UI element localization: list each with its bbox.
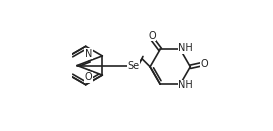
Text: O: O [148,31,156,41]
Text: N: N [85,49,92,59]
Text: Se: Se [127,61,139,70]
Text: NH: NH [178,80,193,91]
Text: O: O [85,72,92,82]
Text: O: O [200,59,208,69]
Text: NH: NH [178,43,193,53]
